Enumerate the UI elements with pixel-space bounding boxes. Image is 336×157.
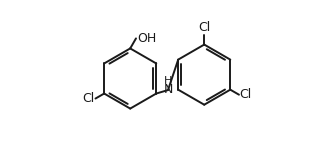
Text: N: N (163, 83, 173, 96)
Text: Cl: Cl (198, 21, 210, 34)
Text: Cl: Cl (82, 92, 95, 105)
Text: H: H (164, 76, 172, 86)
Text: OH: OH (137, 32, 156, 45)
Text: Cl: Cl (240, 88, 252, 101)
